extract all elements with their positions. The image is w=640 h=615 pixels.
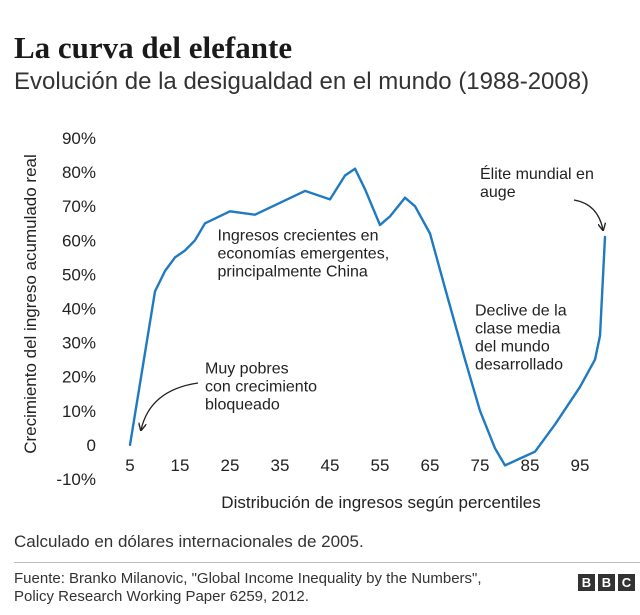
annotation-emerging-economies: Ingresos crecientes en economías emergent…: [218, 227, 390, 280]
x-tick-label: 95: [571, 456, 590, 475]
x-axis-label: Distribución de ingresos según percentil…: [221, 493, 540, 512]
source-text: Fuente: Branko Milanovic, "Global Income…: [14, 570, 574, 606]
x-tick-label: 15: [171, 456, 190, 475]
chart-title: La curva del elefante: [14, 30, 293, 65]
x-tick-label: 5: [125, 456, 134, 475]
y-tick-label: 80%: [62, 163, 96, 182]
x-tick-label: 85: [521, 456, 540, 475]
calculation-note: Calculado en dólares internacionales de …: [14, 532, 364, 551]
x-tick-label: 75: [471, 456, 490, 475]
annotation-middle-class-decline: Declive de la clase media del mundo desarro…: [475, 302, 567, 373]
annotation-very-poor: Muy pobres con crecimiento bloqueado: [205, 360, 317, 413]
annotation-global-elite: Élite mundial en auge: [480, 164, 594, 201]
y-tick-label: 50%: [62, 265, 96, 284]
elephant-curve-line: [128, 167, 607, 467]
bbc-logo-letter: C: [618, 574, 635, 591]
y-tick-label: 70%: [62, 197, 96, 216]
x-tick-label: 25: [221, 456, 240, 475]
global-elite-arrow: [573, 199, 603, 230]
y-tick-label: 60%: [62, 231, 96, 250]
source-line: Policy Research Working Paper 6259, 2012…: [14, 588, 309, 605]
bbc-logo-letter: B: [598, 574, 615, 591]
very-poor-arrow: [141, 382, 199, 430]
y-axis-label: Crecimiento del ingreso acumulado real: [21, 154, 40, 454]
x-tick-label: 45: [321, 456, 340, 475]
bbc-logo: B B C: [578, 574, 635, 591]
chart-subtitle: Evolución de la desigualdad en el mundo …: [14, 68, 590, 95]
y-tick-label: -10%: [56, 470, 96, 489]
y-tick-label: 10%: [62, 402, 96, 421]
source-line: Fuente: Branko Milanovic, "Global Income…: [14, 570, 482, 587]
y-tick-label: 30%: [62, 334, 96, 353]
chart-area: -10% 0 10% 20% 30% 40% 50% 60% 70% 80% 90% 5 15 25 35…: [21, 129, 640, 512]
x-tick-label: 35: [271, 456, 290, 475]
y-tick-label: 90%: [62, 129, 96, 148]
x-tick-label: 55: [371, 456, 390, 475]
y-tick-label: 40%: [62, 300, 96, 319]
footer-divider: [14, 562, 640, 563]
y-tick-label: 0: [87, 436, 96, 455]
y-tick-label: 20%: [62, 368, 96, 387]
x-tick-label: 65: [421, 456, 440, 475]
bbc-logo-letter: B: [578, 574, 595, 591]
